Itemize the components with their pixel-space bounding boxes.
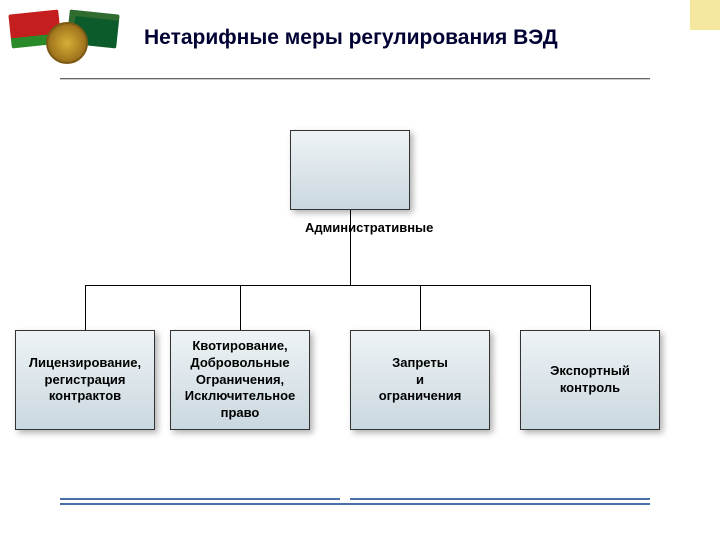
divider-bottom-c bbox=[60, 503, 650, 505]
divider-bottom-a bbox=[60, 498, 340, 500]
child-node-3: Экспортный контроль bbox=[520, 330, 660, 430]
connector-line bbox=[420, 285, 421, 330]
child-node-2: Запреты и ограничения bbox=[350, 330, 490, 430]
connector-line bbox=[240, 285, 241, 330]
divider-top bbox=[60, 78, 650, 80]
emblem-flags bbox=[8, 8, 128, 68]
divider-bottom-b bbox=[350, 498, 650, 500]
coat-of-arms bbox=[46, 22, 88, 64]
header: Нетарифные меры регулирования ВЭД bbox=[0, 0, 720, 68]
page-title: Нетарифные меры регулирования ВЭД bbox=[144, 26, 558, 50]
root-label: Административные bbox=[305, 220, 433, 235]
connector-line bbox=[85, 285, 590, 286]
connector-line bbox=[85, 285, 86, 330]
corner-decoration bbox=[690, 0, 720, 30]
connector-line bbox=[590, 285, 591, 330]
child-node-1: Квотирование, Добровольные Ограничения, … bbox=[170, 330, 310, 430]
child-node-0: Лицензирование, регистрация контрактов bbox=[15, 330, 155, 430]
connector-line bbox=[350, 210, 351, 285]
root-node bbox=[290, 130, 410, 210]
